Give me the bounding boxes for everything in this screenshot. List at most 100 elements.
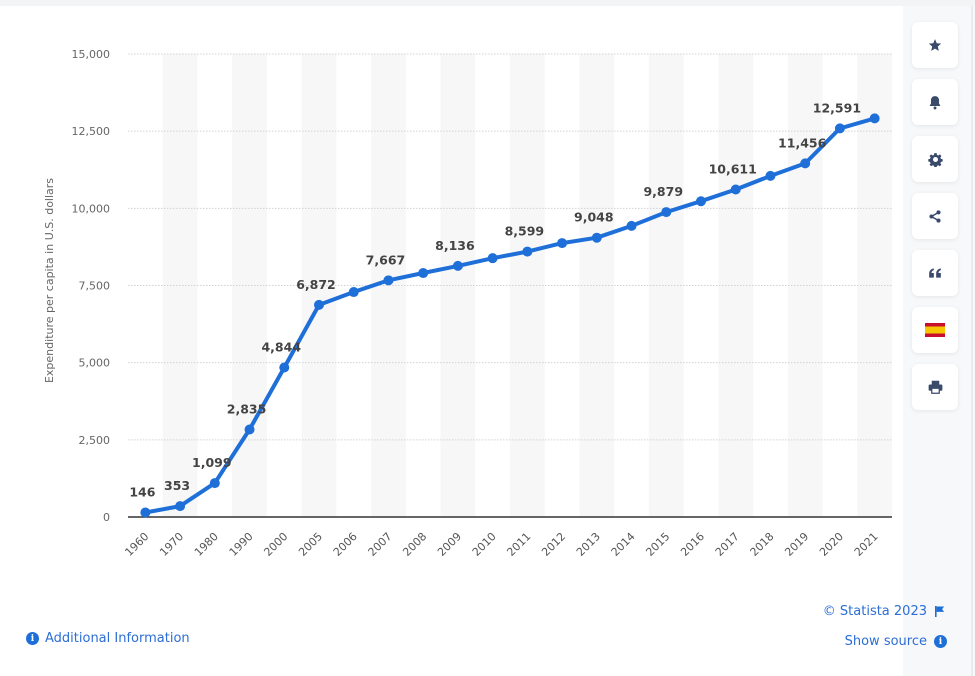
language-button[interactable] <box>912 307 958 353</box>
data-point <box>209 478 220 489</box>
data-point <box>661 207 672 218</box>
favorite-button[interactable] <box>912 22 958 68</box>
y-tick-label: 15,000 <box>72 48 111 61</box>
data-label: 9,048 <box>574 210 614 225</box>
data-point <box>175 501 186 512</box>
copyright-link[interactable]: © Statista 2023 <box>823 604 945 619</box>
y-axis-ticks: 0 2,500 5,000 7,500 10,000 12,500 15,000 <box>72 48 111 524</box>
x-tick-label: 2015 <box>643 530 672 559</box>
flag-icon <box>935 606 945 617</box>
category-band <box>301 54 337 517</box>
data-point <box>348 287 359 298</box>
printer-icon <box>928 380 942 394</box>
x-tick-label: 2018 <box>748 530 777 559</box>
x-tick-label: 2006 <box>331 530 360 559</box>
data-point <box>626 220 637 231</box>
data-point <box>314 299 324 310</box>
x-tick-label: 2009 <box>435 530 464 559</box>
data-point <box>279 362 290 373</box>
gear-icon <box>927 152 943 167</box>
x-tick-label: 2013 <box>574 530 603 559</box>
x-tick-label: 2016 <box>678 530 707 559</box>
x-tick-label: 2019 <box>782 530 811 559</box>
x-tick-label: 2014 <box>609 530 638 559</box>
data-point <box>383 275 394 286</box>
info-icon: i <box>26 632 39 645</box>
data-point <box>244 424 255 435</box>
show-source-link[interactable]: Show source i <box>845 634 947 649</box>
x-tick-label: 2005 <box>296 530 325 559</box>
x-tick-label: 2020 <box>817 530 846 559</box>
star-icon <box>928 39 942 51</box>
x-tick-label: 2010 <box>470 530 499 559</box>
additional-information-link[interactable]: i Additional Information <box>26 631 190 646</box>
show-source-label: Show source <box>844 634 927 649</box>
data-point <box>696 196 706 207</box>
data-point <box>591 232 602 243</box>
data-point <box>487 253 498 264</box>
print-button[interactable] <box>912 364 958 410</box>
x-tick-label: 1970 <box>157 530 186 559</box>
data-point <box>800 158 811 169</box>
x-tick-label: 2000 <box>261 530 290 559</box>
data-label: 10,611 <box>709 161 757 176</box>
data-point <box>418 268 429 279</box>
settings-button[interactable] <box>912 136 958 182</box>
x-tick-label: 1990 <box>227 530 256 559</box>
x-tick-label: 2008 <box>400 530 429 559</box>
x-tick-label: 2011 <box>504 530 533 559</box>
y-tick-label: 0 <box>103 511 110 524</box>
share-icon <box>929 209 941 223</box>
quote-icon <box>929 268 941 278</box>
data-label: 6,872 <box>296 277 336 292</box>
spain-flag-icon <box>925 323 945 337</box>
x-axis-ticks: 1960 1970 1980 1990 2000 2005 2006 2007 2008 2009… <box>122 530 880 559</box>
y-axis-label: Expenditure per capita in U.S. dollars <box>43 178 56 383</box>
additional-information-label: Additional Information <box>45 631 190 646</box>
data-point <box>452 260 463 271</box>
x-tick-label: 1980 <box>192 530 221 559</box>
x-tick-label: 1960 <box>122 530 151 559</box>
data-point <box>834 123 845 134</box>
y-tick-label: 7,500 <box>79 280 111 293</box>
data-point <box>522 246 533 257</box>
y-tick-label: 10,000 <box>72 202 111 215</box>
data-point <box>765 170 776 181</box>
category-band <box>787 54 823 517</box>
share-button[interactable] <box>912 193 958 239</box>
notification-button[interactable] <box>912 79 958 125</box>
bell-icon <box>929 95 941 109</box>
y-tick-label: 12,500 <box>72 125 111 138</box>
copyright-label: © Statista 2023 <box>822 604 927 619</box>
data-label: 1,099 <box>192 455 232 470</box>
category-band <box>718 54 754 517</box>
data-label: 4,844 <box>261 339 301 354</box>
data-point <box>730 184 741 195</box>
data-label: 8,136 <box>435 238 475 253</box>
data-point <box>140 507 151 518</box>
series-line <box>145 116 876 515</box>
x-tick-label: 2017 <box>713 530 742 559</box>
top-bar <box>0 0 975 6</box>
info-icon: i <box>934 635 947 648</box>
x-tick-label: 2021 <box>852 530 881 559</box>
data-points <box>140 113 880 518</box>
data-label: 146 <box>129 484 155 499</box>
side-panel-border <box>971 6 973 676</box>
x-tick-label: 2012 <box>539 530 568 559</box>
data-label: 12,591 <box>813 100 861 115</box>
x-tick-label: 2007 <box>366 530 395 559</box>
cite-button[interactable] <box>912 250 958 296</box>
data-label: 8,599 <box>505 224 545 239</box>
data-label: 7,667 <box>366 252 406 267</box>
data-label: 9,879 <box>643 184 683 199</box>
y-tick-label: 5,000 <box>79 357 111 370</box>
data-label: 353 <box>164 478 190 493</box>
gridlines <box>128 53 892 441</box>
data-point <box>557 238 568 249</box>
data-label: 2,835 <box>227 401 267 416</box>
y-tick-label: 2,500 <box>79 434 111 447</box>
data-point <box>869 113 880 124</box>
